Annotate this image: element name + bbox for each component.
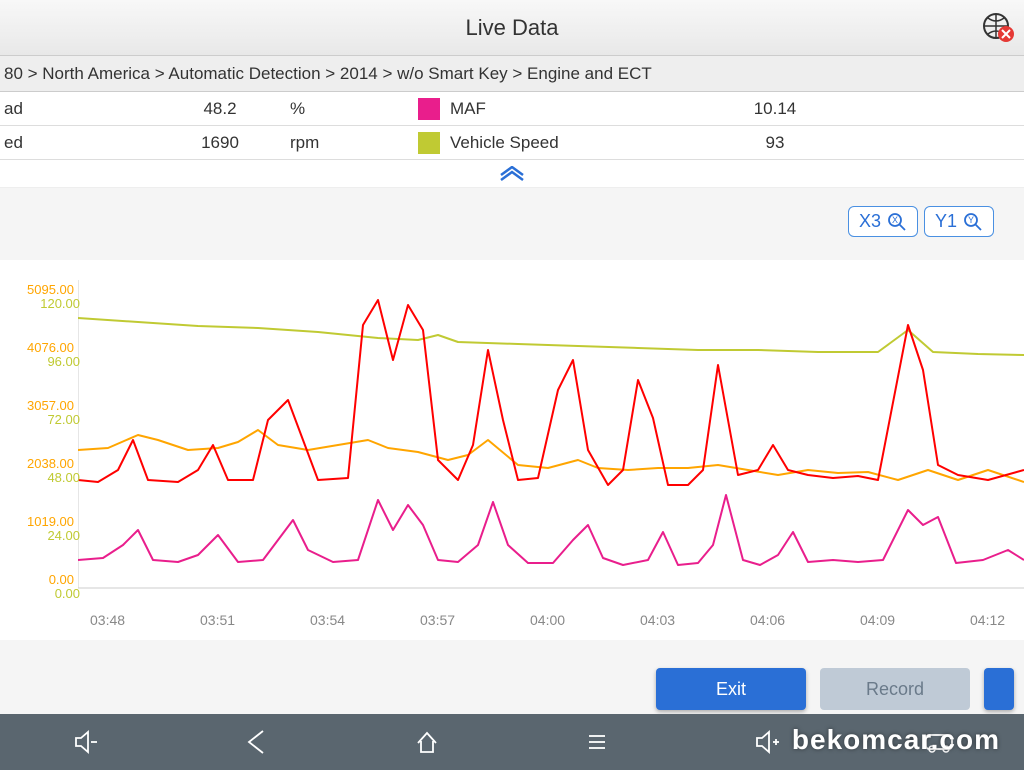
param-unit: % — [290, 99, 410, 119]
home-icon[interactable] — [341, 727, 512, 757]
param-label: Vehicle Speed — [440, 133, 660, 153]
param-label: MAF — [440, 99, 660, 119]
svg-text:Y: Y — [968, 215, 974, 225]
breadcrumb: 80 > North America > Automatic Detection… — [0, 56, 1024, 92]
exit-button[interactable]: Exit — [656, 668, 806, 710]
menu-icon[interactable] — [512, 727, 683, 757]
page-title: Live Data — [466, 15, 559, 41]
footer-buttons: Exit Record — [656, 668, 1014, 710]
back-icon[interactable] — [171, 727, 342, 757]
param-value: 1690 — [150, 133, 290, 153]
globe-error-icon[interactable] — [982, 12, 1014, 49]
collapse-toggle[interactable] — [0, 160, 1024, 188]
zoom-x-button[interactable]: X3 X — [848, 206, 918, 237]
chart-svg — [78, 270, 1024, 610]
breadcrumb-text: 80 > North America > Automatic Detection… — [4, 64, 652, 84]
param-value: 10.14 — [660, 99, 890, 119]
zoom-x-label: X3 — [859, 211, 881, 232]
volume-down-icon[interactable] — [0, 727, 171, 757]
header: Live Data — [0, 0, 1024, 56]
svg-text:X: X — [892, 215, 898, 225]
param-value: 93 — [660, 133, 890, 153]
zoom-y-button[interactable]: Y1 Y — [924, 206, 994, 237]
color-swatch — [418, 98, 440, 120]
param-label: ad — [0, 99, 150, 119]
data-row-0: ad 48.2 % MAF 10.14 — [0, 92, 1024, 126]
zoom-y-label: Y1 — [935, 211, 957, 232]
color-swatch — [418, 132, 440, 154]
param-value: 48.2 — [150, 99, 290, 119]
param-unit: rpm — [290, 133, 410, 153]
watermark: bekomcar.com — [792, 724, 1000, 756]
record-button[interactable]: Record — [820, 668, 970, 710]
extra-button[interactable] — [984, 668, 1014, 710]
data-row-1: ed 1690 rpm Vehicle Speed 93 — [0, 126, 1024, 160]
zoom-controls: X3 X Y1 Y — [848, 206, 994, 237]
param-label: ed — [0, 133, 150, 153]
chart: 5095.00120.004076.0096.003057.0072.00203… — [0, 260, 1024, 640]
